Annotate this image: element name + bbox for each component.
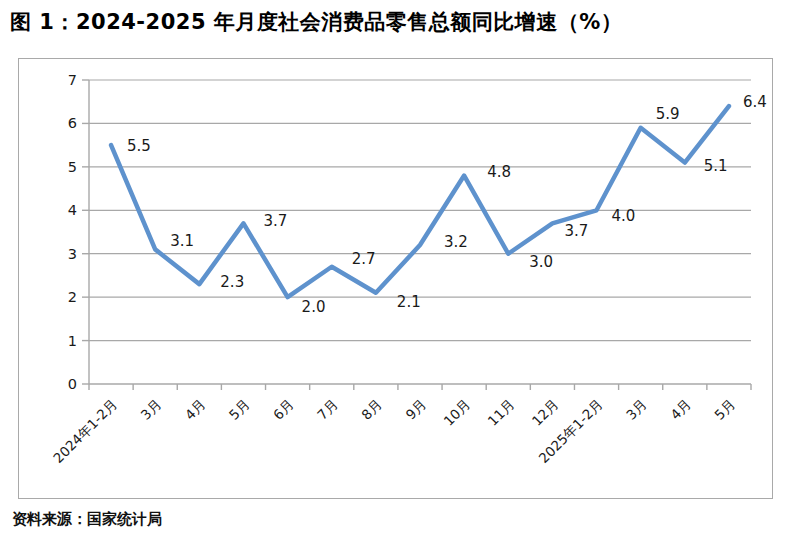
data-label: 3.7 xyxy=(564,222,588,240)
x-tick-label: 9月 xyxy=(402,396,429,423)
x-tick-label: 3月 xyxy=(137,396,164,423)
data-label: 5.1 xyxy=(704,157,728,175)
data-label: 3.1 xyxy=(170,232,194,250)
data-label: 2.7 xyxy=(352,250,376,268)
y-tick-label: 1 xyxy=(68,333,77,349)
data-label: 2.1 xyxy=(397,293,421,311)
x-tick-label: 4月 xyxy=(182,396,209,423)
y-tick-label: 7 xyxy=(68,72,77,88)
data-label: 4.8 xyxy=(487,163,511,181)
x-tick-label: 10月 xyxy=(440,396,473,429)
x-tick-label: 5月 xyxy=(711,396,738,423)
data-label: 3.0 xyxy=(529,253,553,271)
chart-plot-svg: 0 1 2 3 4 5 6 7 2024年1-2月 3月 4月 5月 6月 7月 8月 9月 10月 11月 12月… xyxy=(19,59,774,500)
x-tick-label: 8月 xyxy=(358,396,385,423)
data-label: 5.5 xyxy=(127,137,151,155)
x-tick-label: 11月 xyxy=(484,396,517,429)
y-tick-label: 0 xyxy=(68,376,77,392)
y-tick-label: 3 xyxy=(68,246,77,262)
y-tick-label: 6 xyxy=(68,115,77,131)
chart-area: 0 1 2 3 4 5 6 7 2024年1-2月 3月 4月 5月 6月 7月 8月 9月 10月 11月 12月… xyxy=(18,58,773,499)
x-tick-label: 4月 xyxy=(667,396,694,423)
data-label: 4.0 xyxy=(612,207,636,225)
data-label: 6.4 xyxy=(743,93,767,111)
x-tick-label: 3月 xyxy=(623,396,650,423)
x-tick-label: 6月 xyxy=(270,396,297,423)
data-label: 5.9 xyxy=(656,105,680,123)
y-tick-label: 2 xyxy=(68,289,77,305)
source-note: 资料来源：国家统计局 xyxy=(12,510,162,529)
y-tick-label: 5 xyxy=(68,159,77,175)
series-line xyxy=(111,106,729,297)
x-tick-label: 5月 xyxy=(226,396,253,423)
x-tick-label: 7月 xyxy=(314,396,341,423)
x-tick-label: 12月 xyxy=(529,396,562,429)
data-label: 2.3 xyxy=(220,273,244,291)
data-label: 3.2 xyxy=(444,233,468,251)
x-tick-label: 2024年1-2月 xyxy=(50,396,120,466)
data-label: 3.7 xyxy=(263,212,287,230)
data-label: 2.0 xyxy=(302,298,326,316)
y-tick-label: 4 xyxy=(68,202,77,218)
chart-title: 图 1：2024-2025 年月度社会消费品零售总额同比增速（%） xyxy=(10,8,622,36)
